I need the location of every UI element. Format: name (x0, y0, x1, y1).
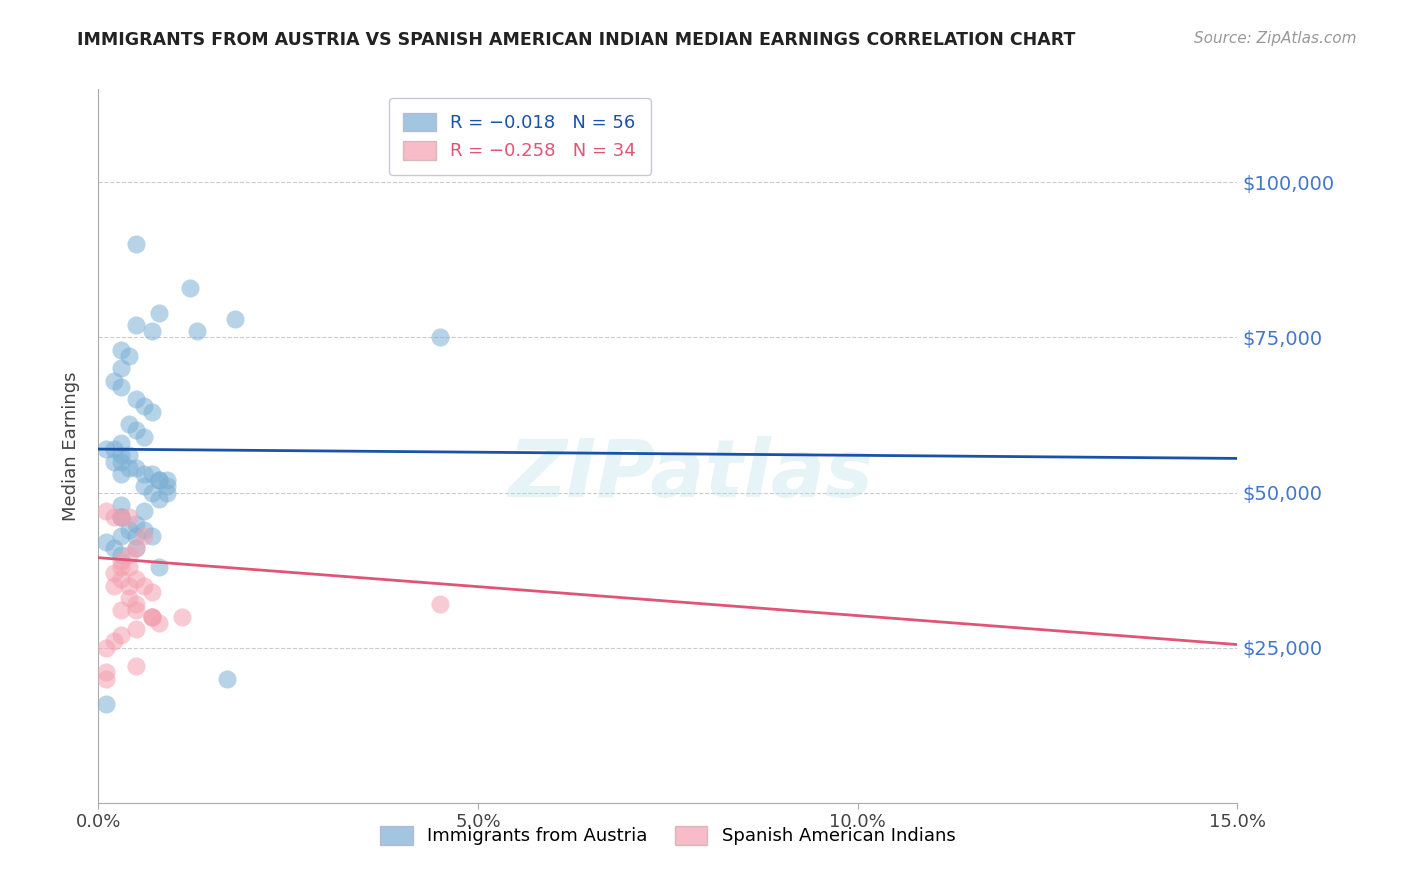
Point (118, 349, 141, 363)
Point (125, 603, 148, 617)
Point (125, 392, 148, 407)
Point (110, 529, 132, 543)
Point (118, 417, 141, 432)
Point (103, 454, 125, 468)
Point (125, 237, 148, 252)
Point (141, 485, 163, 500)
Point (110, 554, 132, 568)
Point (103, 579, 125, 593)
Point (125, 659, 148, 673)
Point (148, 560, 170, 574)
Point (148, 305, 170, 319)
Point (125, 573, 148, 587)
Point (132, 579, 155, 593)
Point (141, 609, 163, 624)
Point (94, 442, 117, 456)
Point (118, 448, 141, 462)
Point (125, 541, 148, 556)
Y-axis label: Median Earnings: Median Earnings (62, 371, 80, 521)
Text: IMMIGRANTS FROM AUSTRIA VS SPANISH AMERICAN INDIAN MEDIAN EARNINGS CORRELATION C: IMMIGRANTS FROM AUSTRIA VS SPANISH AMERI… (77, 31, 1076, 49)
Point (110, 380, 132, 394)
Point (110, 603, 132, 617)
Point (110, 467, 132, 481)
Point (110, 573, 132, 587)
Point (110, 560, 132, 574)
Point (118, 591, 141, 605)
Point (103, 510, 125, 524)
Legend: Immigrants from Austria, Spanish American Indians: Immigrants from Austria, Spanish America… (367, 814, 969, 858)
Point (118, 460, 141, 475)
Point (118, 579, 141, 593)
Text: ZIPatlas: ZIPatlas (508, 435, 873, 514)
Point (103, 566, 125, 581)
Point (148, 473, 170, 487)
Point (125, 541, 148, 556)
Point (132, 399, 155, 413)
Point (118, 523, 141, 537)
Point (148, 491, 170, 506)
Point (125, 424, 148, 438)
Point (132, 529, 155, 543)
Point (156, 473, 179, 487)
Point (110, 548, 132, 562)
Point (141, 405, 163, 419)
Point (125, 529, 148, 543)
Point (118, 548, 141, 562)
Point (224, 311, 246, 326)
Point (125, 622, 148, 636)
Point (118, 510, 141, 524)
Point (94, 672, 117, 686)
Point (94, 697, 117, 711)
Point (110, 361, 132, 376)
Point (156, 485, 179, 500)
Point (141, 467, 163, 481)
Point (132, 430, 155, 444)
Point (110, 510, 132, 524)
Point (156, 479, 179, 493)
Point (103, 634, 125, 648)
Point (94, 504, 117, 518)
Point (125, 597, 148, 611)
Point (110, 510, 132, 524)
Point (110, 454, 132, 468)
Point (94, 535, 117, 549)
Point (103, 374, 125, 388)
Point (118, 560, 141, 574)
Point (141, 324, 163, 338)
Point (429, 597, 451, 611)
Point (110, 498, 132, 512)
Point (125, 460, 148, 475)
Point (94, 665, 117, 680)
Point (148, 473, 170, 487)
Point (132, 479, 155, 493)
Point (132, 467, 155, 481)
Point (132, 504, 155, 518)
Point (110, 510, 132, 524)
Point (170, 609, 193, 624)
Point (186, 324, 208, 338)
Point (110, 436, 132, 450)
Text: Source: ZipAtlas.com: Source: ZipAtlas.com (1194, 31, 1357, 46)
Point (125, 318, 148, 332)
Point (125, 516, 148, 531)
Point (179, 281, 201, 295)
Point (141, 609, 163, 624)
Point (141, 529, 163, 543)
Point (110, 448, 132, 462)
Point (103, 541, 125, 556)
Point (110, 628, 132, 642)
Point (94, 640, 117, 655)
Point (141, 584, 163, 599)
Point (110, 343, 132, 357)
Point (148, 615, 170, 630)
Point (132, 523, 155, 537)
Point (103, 442, 125, 456)
Point (217, 672, 239, 686)
Point (141, 609, 163, 624)
Point (429, 330, 451, 344)
